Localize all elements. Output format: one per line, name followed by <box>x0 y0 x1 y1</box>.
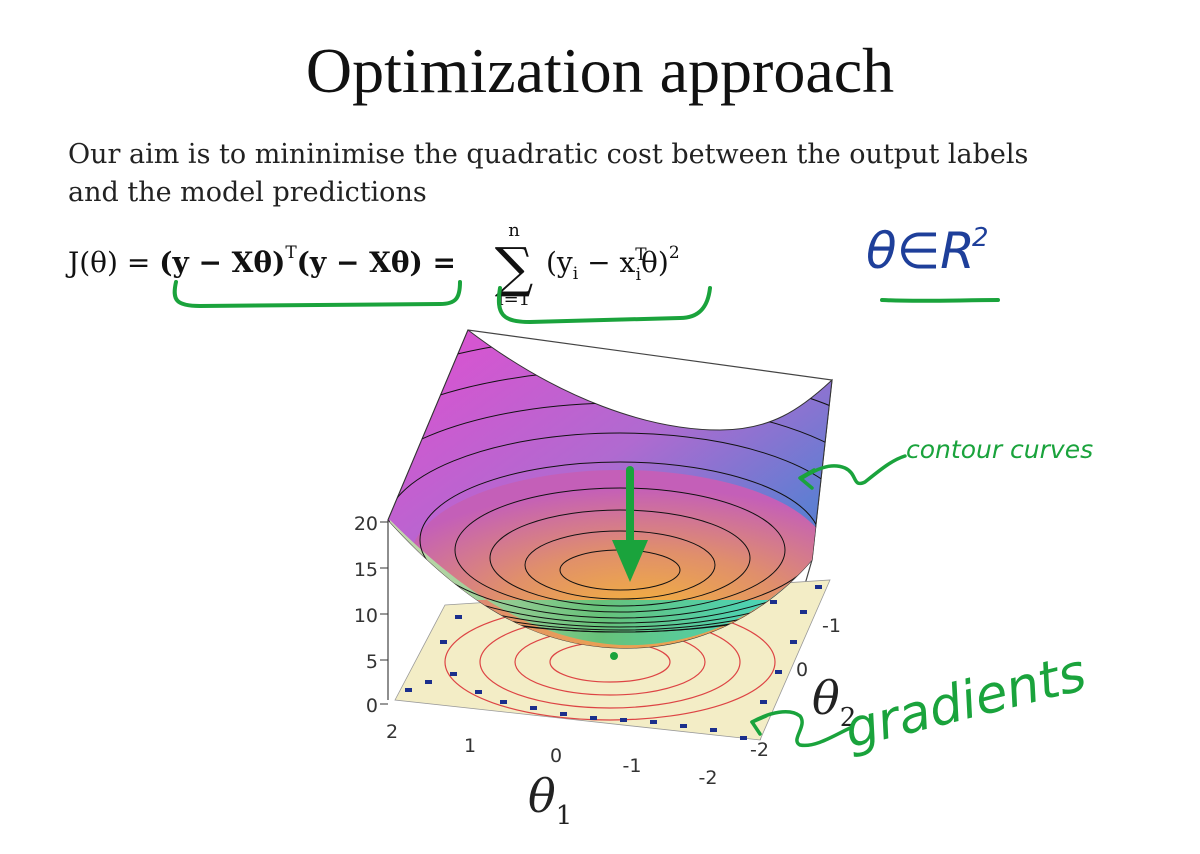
annotation-contour-curves: contour curves <box>798 435 1093 490</box>
theta1-tick: 0 <box>550 745 562 767</box>
contour-pointer <box>800 454 907 486</box>
body-line-2: and the model predictions <box>68 177 427 208</box>
z-tick-marks <box>380 521 388 705</box>
slide-title: Optimization approach <box>305 35 895 106</box>
gradient-arrows <box>405 575 822 740</box>
theta-in-r2-text: θ∈R <box>866 222 975 280</box>
theta2-label: θ2 <box>812 671 856 733</box>
theta1-axis: 2 1 0 -1 -2 <box>386 721 718 789</box>
svg-text:J(θ) = (y − Xθ)T(y − Xθ) =: J(θ) = (y − Xθ)T(y − Xθ) = <box>65 243 456 279</box>
bowl-rim <box>388 520 812 646</box>
minimum-marker <box>610 652 618 660</box>
eq-sum-upper: n <box>508 220 520 241</box>
z-tick: 0 <box>366 695 378 717</box>
eq-term2: (y − Xθ) = <box>297 246 456 279</box>
theta-in-r2-sup: 2 <box>972 223 989 253</box>
eq-sum-lower: i=1 <box>498 289 530 310</box>
theta2-axis: -1 0 -2 <box>750 615 841 761</box>
theta2-tick: 0 <box>796 659 808 681</box>
theta2-tick: -2 <box>750 739 769 761</box>
body-line-1: Our aim is to mininimise the quadratic c… <box>68 139 1029 170</box>
theta1-tick: -1 <box>623 755 642 777</box>
z-tick: 5 <box>366 651 378 673</box>
eq-sup-t: T <box>285 243 297 263</box>
gradients-pointer <box>750 710 852 748</box>
surface-plot: 20 15 10 5 0 2 1 0 -1 -2 -1 0 -2 <box>354 329 856 831</box>
arrow-head <box>612 540 648 582</box>
eq-term1: (y − Xθ) <box>159 246 285 279</box>
z-tick: 20 <box>354 513 378 535</box>
eq-summand-open: (y <box>546 246 573 279</box>
eq-sup-2: 2 <box>669 243 680 263</box>
theta1-tick: 1 <box>464 735 476 757</box>
theta1-tick: 2 <box>386 721 398 743</box>
eq-summand-close: θ) <box>641 246 669 279</box>
theta1-label: θ1 <box>528 769 572 831</box>
eq-sub-i2: i <box>636 265 642 285</box>
underbrace-matrix <box>172 280 462 309</box>
underbrace-sum <box>496 286 712 325</box>
cost-equation: J(θ) = (y − Xθ)T(y − Xθ) = n ∑ i=1 (yi −… <box>65 220 680 310</box>
eq-sup-t2: T <box>635 245 647 265</box>
z-tick: 10 <box>354 605 378 627</box>
theta1-tick: -2 <box>699 767 718 789</box>
eq-lhs: J(θ) = <box>65 246 159 279</box>
z-tick: 15 <box>354 559 378 581</box>
eq-summand-mid: − x <box>578 246 635 279</box>
underline-theta-r2 <box>880 298 1000 303</box>
eq-sub-i: i <box>573 264 579 284</box>
annotation-theta-r2: θ∈R 2 <box>866 222 1000 303</box>
z-axis: 20 15 10 5 0 <box>354 513 378 717</box>
slide-body: Our aim is to mininimise the quadratic c… <box>68 136 1128 212</box>
gradients-label: gradients <box>839 643 1092 761</box>
theta2-tick: -1 <box>822 615 841 637</box>
contour-curves-label: contour curves <box>906 435 1093 464</box>
descent-arrow <box>610 466 648 660</box>
